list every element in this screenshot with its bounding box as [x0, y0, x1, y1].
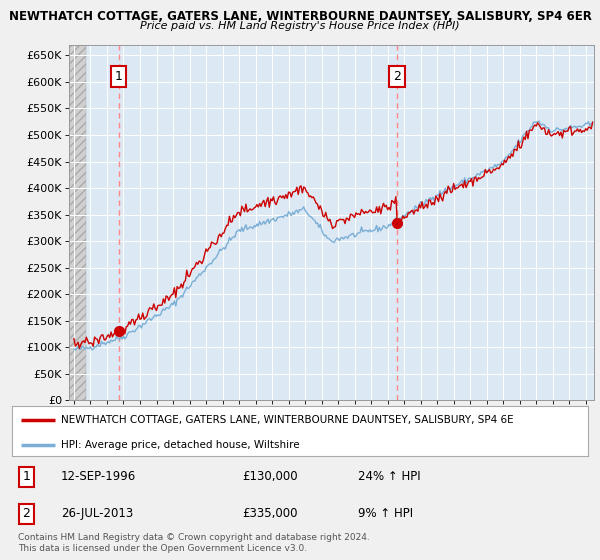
Text: 1: 1 [22, 470, 31, 483]
Bar [69, 45, 86, 400]
Text: 2: 2 [22, 507, 31, 520]
Text: £335,000: £335,000 [242, 507, 298, 520]
Text: 1: 1 [115, 70, 122, 83]
Text: 9% ↑ HPI: 9% ↑ HPI [358, 507, 413, 520]
Text: NEWTHATCH COTTAGE, GATERS LANE, WINTERBOURNE DAUNTSEY, SALISBURY, SP4 6E: NEWTHATCH COTTAGE, GATERS LANE, WINTERBO… [61, 414, 514, 424]
Text: 26-JUL-2013: 26-JUL-2013 [61, 507, 133, 520]
Text: 24% ↑ HPI: 24% ↑ HPI [358, 470, 420, 483]
Text: 12-SEP-1996: 12-SEP-1996 [61, 470, 136, 483]
Text: £130,000: £130,000 [242, 470, 298, 483]
Text: Price paid vs. HM Land Registry's House Price Index (HPI): Price paid vs. HM Land Registry's House … [140, 21, 460, 31]
Text: NEWTHATCH COTTAGE, GATERS LANE, WINTERBOURNE DAUNTSEY, SALISBURY, SP4 6ER: NEWTHATCH COTTAGE, GATERS LANE, WINTERBO… [8, 10, 592, 22]
Text: 2: 2 [393, 70, 401, 83]
Text: HPI: Average price, detached house, Wiltshire: HPI: Average price, detached house, Wilt… [61, 440, 299, 450]
Text: Contains HM Land Registry data © Crown copyright and database right 2024.
This d: Contains HM Land Registry data © Crown c… [18, 533, 370, 553]
